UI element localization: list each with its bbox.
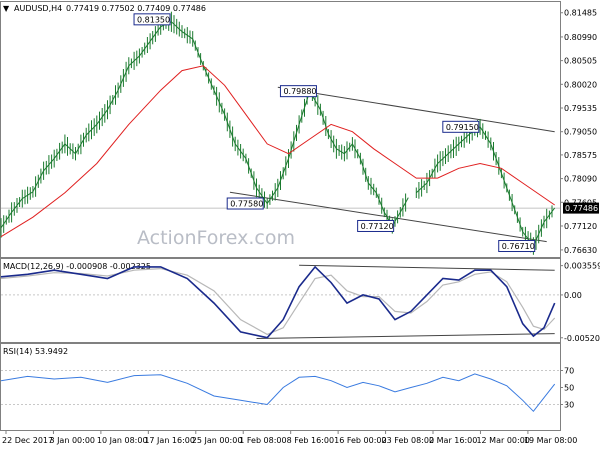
price-path: [415, 126, 556, 247]
rsi-line: [0, 373, 556, 413]
rsi-tick-label: 70: [564, 367, 574, 376]
time-tick-label: 3 Jan 00:00: [49, 436, 95, 445]
price-panel-frame: [0, 1, 561, 258]
time-tick-label: 23 Feb 08:00: [382, 436, 434, 445]
rsi-line: [0, 373, 556, 413]
time-tick-label: 16 Feb 00:00: [334, 436, 386, 445]
time-tick-label: 19 Mar 08:00: [524, 436, 577, 445]
rsi-title: RSI(14) 53.9492: [3, 347, 68, 356]
macd-lines: [0, 265, 556, 339]
price-annotation-label: 0.79150: [446, 123, 479, 132]
rsi-axis: 70 50 30: [560, 367, 574, 410]
moving-average: [0, 65, 555, 238]
price-tick-label: 0.78575: [564, 151, 597, 160]
price-annotation-label: 0.77120: [361, 222, 394, 231]
rsi-tick-label: 50: [564, 384, 574, 393]
price-annotation-label: 0.77580: [230, 200, 263, 209]
price-tick-label: 0.80020: [564, 80, 597, 89]
time-tick-label: 10 Jan 08:00: [97, 436, 148, 445]
collapse-icon[interactable]: ▼: [3, 4, 10, 13]
price-tick-label: 0.78090: [564, 175, 597, 184]
macd-trendlines: [256, 264, 555, 340]
price-path: [0, 21, 409, 229]
price-annotation-box: [357, 219, 395, 232]
current-price-marker: 0.77486: [563, 202, 599, 214]
current-price-box: [563, 202, 599, 214]
moving-average-line: [0, 65, 555, 238]
price-tick-label: 0.80990: [564, 33, 597, 42]
price-axis: 0.81485 0.80990 0.80505 0.80020 0.79535 0.790…: [560, 9, 597, 255]
trend-line: [277, 86, 555, 133]
time-tick-label: 25 Jan 00:00: [192, 436, 243, 445]
price-tick-label: 0.77120: [564, 222, 597, 231]
time-tick-label: 22 Dec 2017: [2, 436, 53, 445]
macd-main-line: [0, 265, 556, 339]
watermark: ActionForex.com: [137, 227, 295, 249]
price-annotation-box: [226, 197, 264, 210]
price-annotations: 0.81350 0.79880 0.77580 0.77120 0.79150 0.767…: [133, 13, 536, 253]
price-bars: [0, 11, 556, 255]
price-annotation-box: [133, 13, 171, 26]
macd-axis: 0.003559 0.00 -0.005207: [560, 262, 600, 343]
price-tick-label: 0.79535: [564, 104, 597, 113]
rsi-tick-label: 30: [564, 401, 574, 410]
price-annotation-label: 0.81350: [137, 15, 170, 24]
price-annotation-box: [442, 120, 480, 133]
macd-tick-label: 0.00: [564, 291, 582, 300]
current-price-label: 0.77486: [565, 204, 598, 213]
time-tick-label: 8 Feb 16:00: [287, 436, 334, 445]
price-annotation-label: 0.76710: [502, 242, 535, 251]
chart-title: AUDUSD,H4: [14, 4, 62, 13]
macd-tick-label: -0.005207: [564, 334, 600, 343]
macd-trend-line: [299, 264, 555, 271]
time-tick-label: 1 Feb 08:00: [239, 436, 286, 445]
macd-tick-label: 0.003559: [564, 262, 600, 271]
macd-trend-line: [256, 333, 555, 340]
time-tick-label: 12 Mar 00:00: [476, 436, 529, 445]
rsi-grid: [1, 370, 560, 405]
price-tick-label: 0.76630: [564, 246, 597, 255]
rsi-panel-frame: [0, 343, 561, 431]
price-tick-label: 0.81485: [564, 9, 597, 18]
trend-line: [229, 191, 547, 243]
price-annotation-box: [498, 240, 536, 253]
time-tick-label: 2 Mar 16:00: [429, 436, 477, 445]
time-tick-label: 17 Jan 16:00: [144, 436, 195, 445]
price-annotation-label: 0.79880: [283, 87, 316, 96]
price-trendlines: [229, 86, 555, 243]
price-annotation-box: [279, 85, 317, 98]
price-tick-label: 0.80505: [564, 57, 597, 66]
chart-ohlc: 0.77419 0.77502 0.77409 0.77486: [66, 4, 206, 13]
price-tick-label: 0.79050: [564, 128, 597, 137]
macd-panel-frame: [0, 258, 561, 343]
macd-title: MACD(12,26,9) -0.000908 -0.002325: [3, 262, 151, 271]
